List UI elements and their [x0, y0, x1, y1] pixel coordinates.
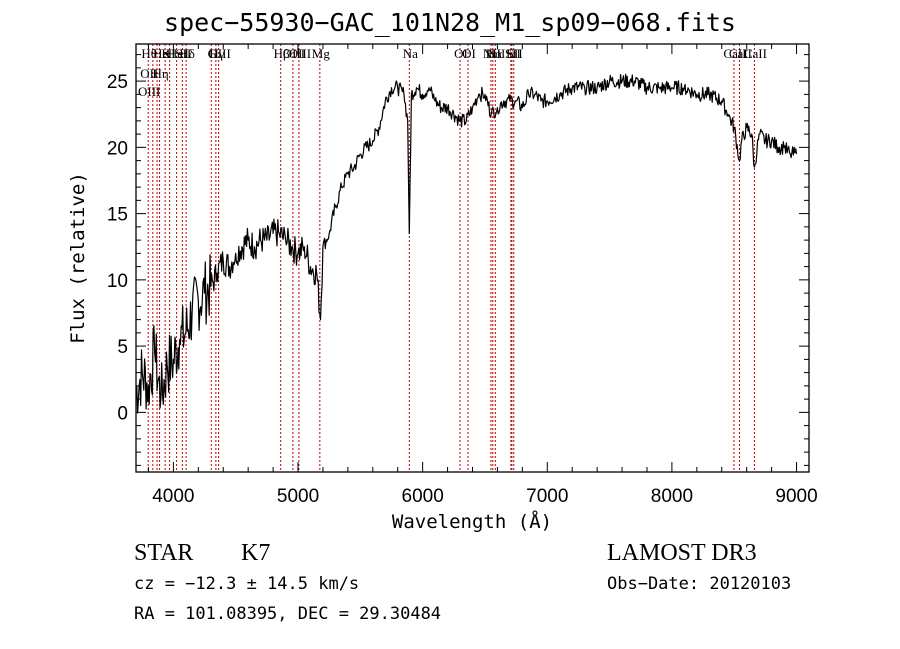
spectrum-line — [135, 73, 798, 414]
line-marker-label: OII — [140, 66, 158, 81]
line-marker-label: He — [153, 46, 168, 61]
line-marker-label: SII — [505, 46, 521, 61]
line-marker-label: CaII — [744, 46, 767, 61]
y-tick-label: 5 — [117, 337, 128, 358]
line-marker-label: SII — [507, 46, 523, 61]
y-tick-label: 0 — [117, 403, 128, 424]
line-marker-label: OIII — [138, 84, 160, 99]
line-marker-label: HeI — [168, 46, 188, 61]
y-axis-label: Flux (relative) — [67, 172, 89, 344]
x-tick-label: 9000 — [775, 486, 817, 507]
y-tick-label: 20 — [107, 138, 128, 159]
x-axis-label: Wavelength (Å) — [392, 510, 552, 533]
line-marker-label: Hγ — [209, 46, 224, 61]
survey-name: LAMOST DR3 — [607, 540, 757, 566]
redshift-info: cz = −12.3 ± 14.5 km/s — [134, 574, 360, 594]
chart-title: spec−55930−GAC_101N28_M1_sp09−068.fits — [164, 8, 736, 37]
line-marker-label: Hη — [152, 66, 168, 81]
x-tick-label: 7000 — [526, 486, 568, 507]
line-marker-label: NII — [487, 46, 505, 61]
line-marker-label: SII — [175, 46, 191, 61]
x-axis: 4000 5000 6000 7000 8000 9000 — [147, 44, 818, 507]
line-marker-label: Mg — [312, 46, 331, 61]
line-marker-label: OI — [454, 46, 468, 61]
x-tick-label: 8000 — [651, 486, 693, 507]
line-marker-label: OIII — [208, 46, 230, 61]
line-marker-label: H — [166, 46, 175, 61]
x-tick-label: 4000 — [152, 486, 194, 507]
y-tick-label: 15 — [107, 205, 128, 226]
object-subclass: K7 — [241, 540, 271, 566]
y-tick-label: 25 — [107, 72, 128, 93]
line-marker-label: Hβ — [274, 46, 290, 61]
y-tick-label: 10 — [107, 271, 128, 292]
line-marker-label: K — [161, 46, 171, 61]
x-tick-label: 5000 — [277, 486, 319, 507]
line-marker-label: Li — [506, 46, 518, 61]
line-marker-label: OI — [462, 46, 476, 61]
x-tick-label: 6000 — [402, 486, 444, 507]
line-marker-label: OIII — [289, 46, 311, 61]
line-marker-label: Na — [403, 46, 418, 61]
observation-date: Obs−Date: 20120103 — [607, 574, 792, 594]
y-axis: 0 5 10 15 20 25 — [107, 54, 809, 466]
line-marker-label: Hα — [486, 46, 502, 61]
line-marker-label: NII — [483, 46, 501, 61]
line-marker-label: CaII — [723, 46, 746, 61]
line-marker-label: OIII — [283, 46, 305, 61]
line-marker-label: G — [208, 46, 217, 61]
line-marker-label: Hθ — [141, 46, 157, 61]
object-class: STAR — [134, 540, 194, 566]
line-marker-label: CaII — [729, 46, 752, 61]
line-marker-label: Hδ — [179, 46, 195, 61]
coordinates: RA = 101.08395, DEC = 29.30484 — [134, 604, 442, 624]
spectral-line-markers — [147, 44, 755, 472]
